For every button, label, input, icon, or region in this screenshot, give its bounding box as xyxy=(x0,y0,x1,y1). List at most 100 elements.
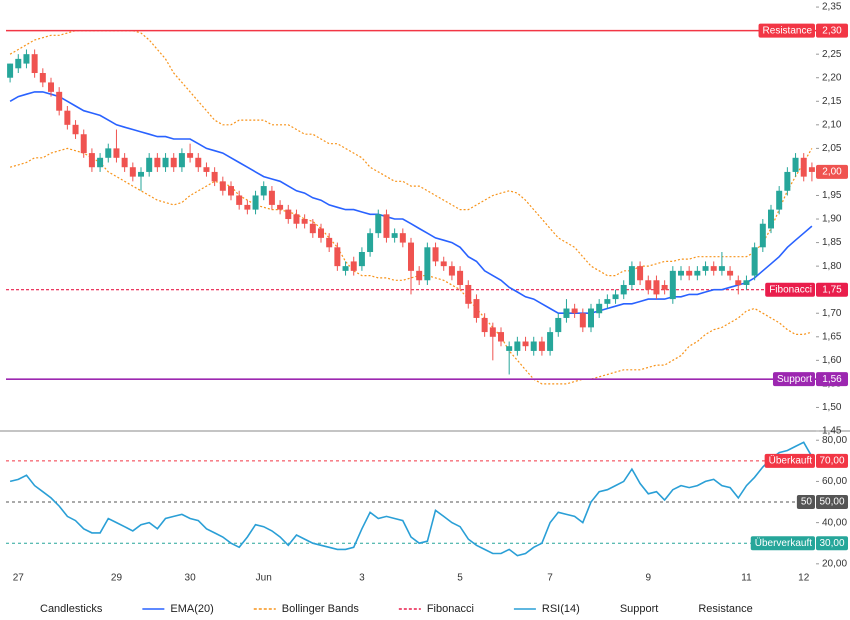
candle-body xyxy=(424,247,431,281)
candle-body xyxy=(784,171,791,191)
y-tick-label: 2,15 xyxy=(822,96,842,107)
tag-box xyxy=(765,282,815,297)
candle-body xyxy=(80,134,87,154)
candle-body xyxy=(669,270,676,300)
tag-label: Fibonacci xyxy=(769,284,812,295)
candle-body xyxy=(735,280,742,285)
candle-body xyxy=(31,54,38,74)
y2-tick-label: 40,00 xyxy=(822,517,847,528)
y-tick-label: 1,60 xyxy=(822,355,842,366)
x-tick-label: 9 xyxy=(645,573,651,584)
candle-body xyxy=(375,214,382,234)
candle-body xyxy=(718,266,725,271)
candle-body xyxy=(637,266,644,281)
candle-body xyxy=(293,214,300,224)
candle-body xyxy=(808,167,815,172)
y-tick-label: 1,85 xyxy=(822,237,842,248)
legend-label: RSI(14) xyxy=(542,603,580,615)
candle-body xyxy=(252,195,259,210)
candle-body xyxy=(228,186,234,196)
candle-body xyxy=(612,294,619,300)
candle-body xyxy=(432,247,439,262)
candle-body xyxy=(56,91,63,111)
tag-box xyxy=(764,453,815,468)
value-tag-label: 1,75 xyxy=(822,284,842,295)
value-tag-box xyxy=(816,495,848,510)
candle-body xyxy=(579,313,586,328)
candle-body xyxy=(473,299,480,318)
candle-body xyxy=(440,261,447,267)
candle-body xyxy=(342,266,349,271)
legend-label: Fibonacci xyxy=(427,603,474,615)
line xyxy=(9,91,813,314)
candle-body xyxy=(244,204,251,210)
candle-body xyxy=(661,284,668,290)
candle-body xyxy=(309,223,316,234)
x-tick-label: 29 xyxy=(111,573,123,584)
tag-box xyxy=(796,495,815,510)
candle-body xyxy=(563,308,570,318)
tag-label: Resistance xyxy=(763,25,813,36)
candle-body xyxy=(489,327,496,337)
candle-body xyxy=(39,73,46,83)
candle-body xyxy=(514,341,521,351)
candle-body xyxy=(326,237,333,248)
candle-body xyxy=(105,148,112,158)
candle-body xyxy=(236,195,243,205)
line xyxy=(9,441,813,557)
y-tick-label: 2,05 xyxy=(822,143,842,154)
candle-body xyxy=(759,223,766,248)
candle-body xyxy=(727,270,734,276)
y2-tick-label: 80,00 xyxy=(822,435,847,446)
candle-body xyxy=(203,167,210,172)
candle-body xyxy=(776,190,783,210)
legend-label: EMA(20) xyxy=(170,603,213,615)
candle-body xyxy=(97,157,104,168)
value-tag-box xyxy=(816,282,848,297)
y-tick-label: 2,35 xyxy=(822,2,842,13)
y-tick-label: 1,95 xyxy=(822,190,842,201)
tag-label: Überkauft xyxy=(769,454,813,466)
y-tick-label: 1,45 xyxy=(822,426,842,437)
candle-body xyxy=(146,157,153,172)
candle-body xyxy=(195,157,202,168)
x-tick-label: 7 xyxy=(547,573,553,584)
candle-body xyxy=(800,157,807,177)
candle-body xyxy=(555,317,562,333)
candle-body xyxy=(792,157,799,172)
candle-body xyxy=(530,341,537,351)
x-tick-label: 30 xyxy=(185,573,197,584)
x-tick-label: 27 xyxy=(13,573,25,584)
y-tick-label: 1,65 xyxy=(822,331,842,342)
candle-body xyxy=(653,280,660,295)
value-tag-label: 50,00 xyxy=(819,497,844,508)
x-tick-label: 12 xyxy=(798,573,810,584)
candle-body xyxy=(285,209,292,220)
candle-body xyxy=(113,148,120,158)
candle-body xyxy=(457,270,464,285)
value-tag-label: 70,00 xyxy=(819,455,844,466)
candle-body xyxy=(399,233,406,243)
candle-body xyxy=(178,153,185,168)
candle-body xyxy=(547,332,554,351)
candle-body xyxy=(391,233,398,238)
candle-body xyxy=(620,284,627,295)
candle-body xyxy=(506,346,513,351)
value-tag-label: 30,00 xyxy=(819,538,844,549)
candle-body xyxy=(23,54,30,64)
candle-body xyxy=(645,280,652,290)
candle-body xyxy=(596,303,603,314)
candle-body xyxy=(121,157,128,168)
candle-body xyxy=(743,280,750,285)
candle-body xyxy=(686,270,693,276)
y-tick-label: 2,25 xyxy=(822,49,842,60)
legend-label: Candlesticks xyxy=(40,603,103,615)
candle-body xyxy=(710,266,717,271)
tag-label: 50 xyxy=(801,497,813,508)
value-tag-label: 2,00 xyxy=(822,167,842,178)
candle-body xyxy=(678,270,684,276)
y-tick-label: 1,70 xyxy=(822,308,842,319)
candle-body xyxy=(350,261,357,271)
